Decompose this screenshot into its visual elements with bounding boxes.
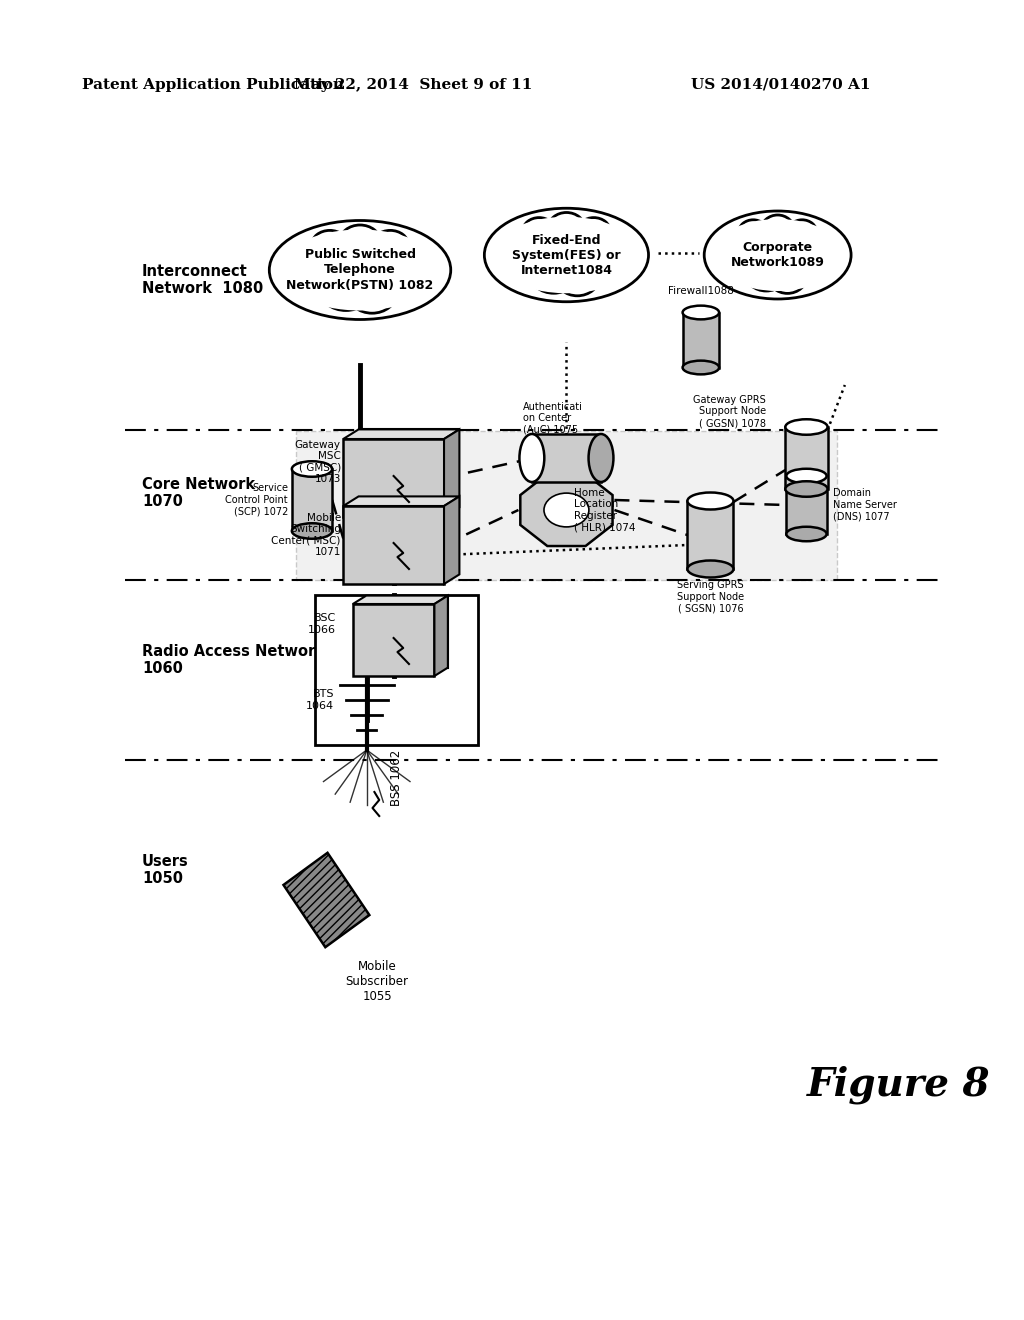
Ellipse shape — [705, 211, 851, 300]
FancyBboxPatch shape — [353, 605, 434, 676]
Text: BTS
1064: BTS 1064 — [306, 689, 334, 710]
Ellipse shape — [374, 265, 415, 300]
Polygon shape — [434, 595, 447, 676]
Ellipse shape — [591, 236, 622, 264]
Text: BSC
1066: BSC 1066 — [308, 614, 336, 635]
Polygon shape — [520, 474, 612, 546]
Ellipse shape — [340, 224, 380, 257]
Polygon shape — [444, 496, 460, 583]
Text: Public Switched
Telephone
Network(PSTN) 1082: Public Switched Telephone Network(PSTN) … — [287, 248, 433, 292]
Polygon shape — [444, 429, 460, 517]
Ellipse shape — [580, 251, 615, 282]
Ellipse shape — [785, 420, 827, 434]
Ellipse shape — [494, 216, 639, 293]
Ellipse shape — [301, 243, 346, 279]
Ellipse shape — [687, 492, 733, 510]
Ellipse shape — [372, 231, 409, 259]
Polygon shape — [353, 595, 447, 605]
FancyBboxPatch shape — [367, 595, 447, 668]
Ellipse shape — [738, 220, 768, 246]
Ellipse shape — [578, 218, 610, 244]
Text: Fixed-End
System(FES) or
Internet1084: Fixed-End System(FES) or Internet1084 — [512, 234, 621, 276]
FancyBboxPatch shape — [315, 595, 478, 744]
Text: Figure 8: Figure 8 — [807, 1065, 990, 1105]
Text: Mobile
Switching
Center( MSC)
1071: Mobile Switching Center( MSC) 1071 — [271, 512, 341, 557]
Text: Serving GPRS
Support Node
( SGSN) 1076: Serving GPRS Support Node ( SGSN) 1076 — [677, 579, 744, 614]
Ellipse shape — [787, 220, 817, 246]
Ellipse shape — [768, 259, 807, 293]
Ellipse shape — [683, 306, 719, 319]
Ellipse shape — [745, 255, 787, 290]
Ellipse shape — [484, 209, 648, 302]
Ellipse shape — [786, 527, 826, 541]
Text: Service
Control Point
(SCP) 1072: Service Control Point (SCP) 1072 — [225, 483, 288, 516]
Text: Radio Access Network
1060: Radio Access Network 1060 — [142, 644, 325, 676]
Text: May 22, 2014  Sheet 9 of 11: May 22, 2014 Sheet 9 of 11 — [294, 78, 532, 92]
Ellipse shape — [548, 213, 585, 243]
Text: Domain
Name Server
(DNS) 1077: Domain Name Server (DNS) 1077 — [834, 488, 897, 521]
FancyBboxPatch shape — [358, 496, 460, 574]
Text: Interconnect
Network  1080: Interconnect Network 1080 — [142, 264, 263, 296]
FancyBboxPatch shape — [343, 440, 444, 517]
Ellipse shape — [713, 219, 843, 290]
Ellipse shape — [269, 220, 451, 319]
Text: Gateway
MSC
( GMSC)
1073: Gateway MSC ( GMSC) 1073 — [295, 440, 341, 484]
Text: Patent Application Publication: Patent Application Publication — [82, 78, 344, 92]
FancyBboxPatch shape — [683, 313, 719, 367]
FancyBboxPatch shape — [296, 432, 838, 579]
Ellipse shape — [785, 482, 827, 496]
FancyBboxPatch shape — [292, 469, 332, 531]
Polygon shape — [284, 853, 370, 948]
Ellipse shape — [800, 238, 827, 263]
FancyBboxPatch shape — [785, 426, 827, 488]
Ellipse shape — [513, 230, 554, 264]
FancyBboxPatch shape — [531, 434, 601, 482]
Text: Home
Location
Register
( HLR) 1074: Home Location Register ( HLR) 1074 — [574, 487, 636, 532]
FancyBboxPatch shape — [687, 502, 733, 569]
Ellipse shape — [348, 273, 396, 313]
Ellipse shape — [292, 461, 332, 477]
Text: Core Network
1070: Core Network 1070 — [142, 477, 255, 510]
Text: BSS 1062: BSS 1062 — [390, 750, 403, 807]
Ellipse shape — [761, 215, 794, 244]
Polygon shape — [343, 429, 460, 440]
Text: Users
1050: Users 1050 — [142, 854, 188, 886]
Ellipse shape — [519, 434, 545, 482]
Ellipse shape — [387, 251, 422, 279]
Ellipse shape — [790, 251, 821, 281]
Ellipse shape — [280, 230, 440, 310]
Ellipse shape — [311, 231, 348, 259]
Ellipse shape — [730, 231, 766, 263]
FancyBboxPatch shape — [358, 429, 460, 507]
Text: Mobile
Subscriber
1055: Mobile Subscriber 1055 — [346, 960, 409, 1003]
Ellipse shape — [683, 360, 719, 375]
Ellipse shape — [319, 269, 372, 310]
Ellipse shape — [522, 218, 555, 244]
Ellipse shape — [687, 561, 733, 578]
Ellipse shape — [530, 255, 578, 293]
Ellipse shape — [544, 494, 589, 527]
Text: Gateway GPRS
Support Node
( GGSN) 1078: Gateway GPRS Support Node ( GGSN) 1078 — [693, 395, 766, 428]
Ellipse shape — [555, 259, 599, 296]
Ellipse shape — [786, 469, 826, 483]
Ellipse shape — [292, 523, 332, 539]
Ellipse shape — [589, 434, 613, 482]
FancyBboxPatch shape — [786, 477, 826, 535]
Text: US 2014/0140270 A1: US 2014/0140270 A1 — [691, 78, 870, 92]
Polygon shape — [343, 496, 460, 506]
Text: Firewall1088: Firewall1088 — [668, 286, 734, 296]
Text: Corporate
Network1089: Corporate Network1089 — [731, 242, 824, 269]
FancyBboxPatch shape — [343, 506, 444, 583]
Text: Authenticati
on Center
(AuC) 1075: Authenticati on Center (AuC) 1075 — [523, 401, 583, 436]
